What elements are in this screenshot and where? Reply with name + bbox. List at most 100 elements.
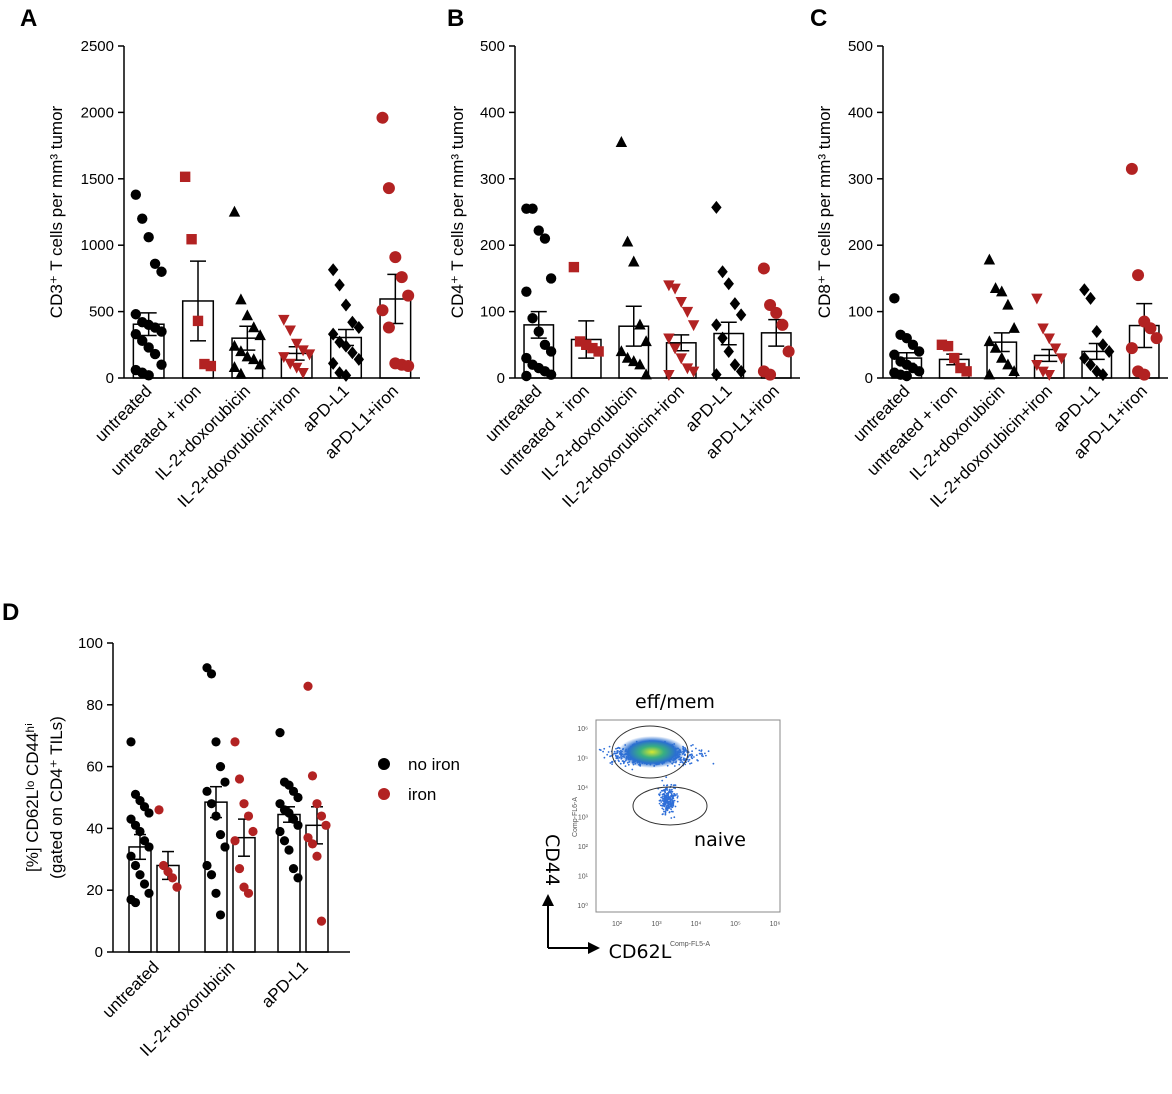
data-point <box>782 345 795 358</box>
flow-event <box>707 750 710 753</box>
flow-event <box>673 816 676 819</box>
data-point <box>382 321 395 334</box>
flow-event <box>660 801 663 803</box>
flow-y-arrow-head <box>542 894 554 906</box>
flow-event <box>665 794 668 797</box>
data-point <box>143 232 154 243</box>
data-point <box>144 808 154 818</box>
flow-event <box>704 752 706 755</box>
data-point <box>621 351 634 363</box>
y-tick-label: 500 <box>848 38 873 55</box>
flow-event <box>698 749 701 752</box>
flow-plot-frame <box>595 719 781 913</box>
x-tick-label: untreated + iron <box>107 381 205 479</box>
flow-event <box>665 808 668 811</box>
y-axis-title: CD4⁺ T cells per mm³ tumor <box>448 105 467 318</box>
flow-event <box>627 763 630 766</box>
flow-event <box>670 792 673 795</box>
flow-x-tick-label: 10⁴ <box>691 921 702 928</box>
flow-y-tick-label: 10⁰ <box>577 902 588 910</box>
legend-label-iron: iron <box>408 785 436 804</box>
data-point <box>179 171 191 183</box>
flow-event <box>617 755 619 758</box>
data-point <box>186 234 197 245</box>
flow-event <box>701 753 704 756</box>
data-point <box>353 321 365 335</box>
flow-event <box>672 799 674 802</box>
data-point <box>628 355 640 367</box>
data-point <box>1043 333 1055 345</box>
flow-x-axis-label: CD62L <box>609 941 672 963</box>
data-point <box>545 369 557 380</box>
y-tick-label: 0 <box>497 370 505 387</box>
flow-event <box>667 800 669 803</box>
data-point <box>215 762 226 772</box>
data-point <box>717 331 728 345</box>
data-point <box>243 811 254 821</box>
data-point <box>149 348 161 360</box>
flow-y-tick-label: 10¹ <box>578 874 589 881</box>
data-point <box>172 882 182 892</box>
y-tick-label: 100 <box>848 304 873 321</box>
y-axis-title: [%] CD62Lˡᵒ CD44ʰⁱ <box>23 723 42 872</box>
data-point <box>901 332 912 344</box>
data-point <box>996 285 1008 297</box>
data-point <box>1037 366 1049 378</box>
data-point <box>681 306 694 318</box>
panel-letter: D <box>2 599 19 626</box>
data-point <box>889 349 900 360</box>
data-point <box>961 366 972 377</box>
data-point <box>711 318 722 332</box>
flow-event <box>618 756 621 759</box>
data-point <box>1085 291 1096 305</box>
y-tick-label: 20 <box>86 882 103 899</box>
data-point <box>1125 162 1138 175</box>
panel-letter: C <box>810 5 827 32</box>
data-point <box>723 344 734 358</box>
flow-y-axis-label: CD44 <box>541 834 563 886</box>
flow-event <box>672 801 675 804</box>
gate-eff-mem <box>611 725 689 779</box>
data-point <box>1055 353 1068 365</box>
data-point <box>1049 343 1062 355</box>
data-point <box>241 309 254 321</box>
flow-event <box>674 805 677 808</box>
flow-event <box>676 800 679 803</box>
flow-event <box>664 787 667 790</box>
flow-y-ticks: 10⁰ 10¹ 10² 10³ 10⁴ 10⁵ 10⁶ <box>577 726 588 910</box>
data-point <box>1037 323 1049 335</box>
x-tick-label: aPD-L1 <box>258 957 312 1011</box>
data-point <box>340 368 352 382</box>
flow-event <box>658 793 660 796</box>
y-axis-title: CD3⁺ T cells per mm³ tumor <box>47 105 66 318</box>
flow-event <box>665 797 668 800</box>
data-point <box>634 318 646 330</box>
data-point <box>144 888 154 898</box>
flow-event <box>672 784 675 787</box>
flow-event <box>689 753 692 756</box>
data-point <box>130 309 142 320</box>
data-point <box>303 349 316 361</box>
flow-event <box>613 750 616 753</box>
flow-event <box>667 796 670 798</box>
flow-event <box>670 802 673 805</box>
y-tick-label: 0 <box>865 370 873 387</box>
data-point <box>307 771 318 781</box>
data-point <box>243 888 254 898</box>
flow-event <box>616 747 619 750</box>
data-point <box>149 258 161 269</box>
data-point <box>376 304 389 317</box>
data-point <box>230 836 240 846</box>
flow-event <box>665 792 668 795</box>
data-point <box>527 313 538 324</box>
data-point <box>316 811 327 821</box>
flow-y-tick-label: 10³ <box>578 815 589 822</box>
flow-event <box>665 796 667 799</box>
flow-event <box>664 812 667 815</box>
flow-event <box>663 805 666 808</box>
flow-event <box>670 798 673 801</box>
